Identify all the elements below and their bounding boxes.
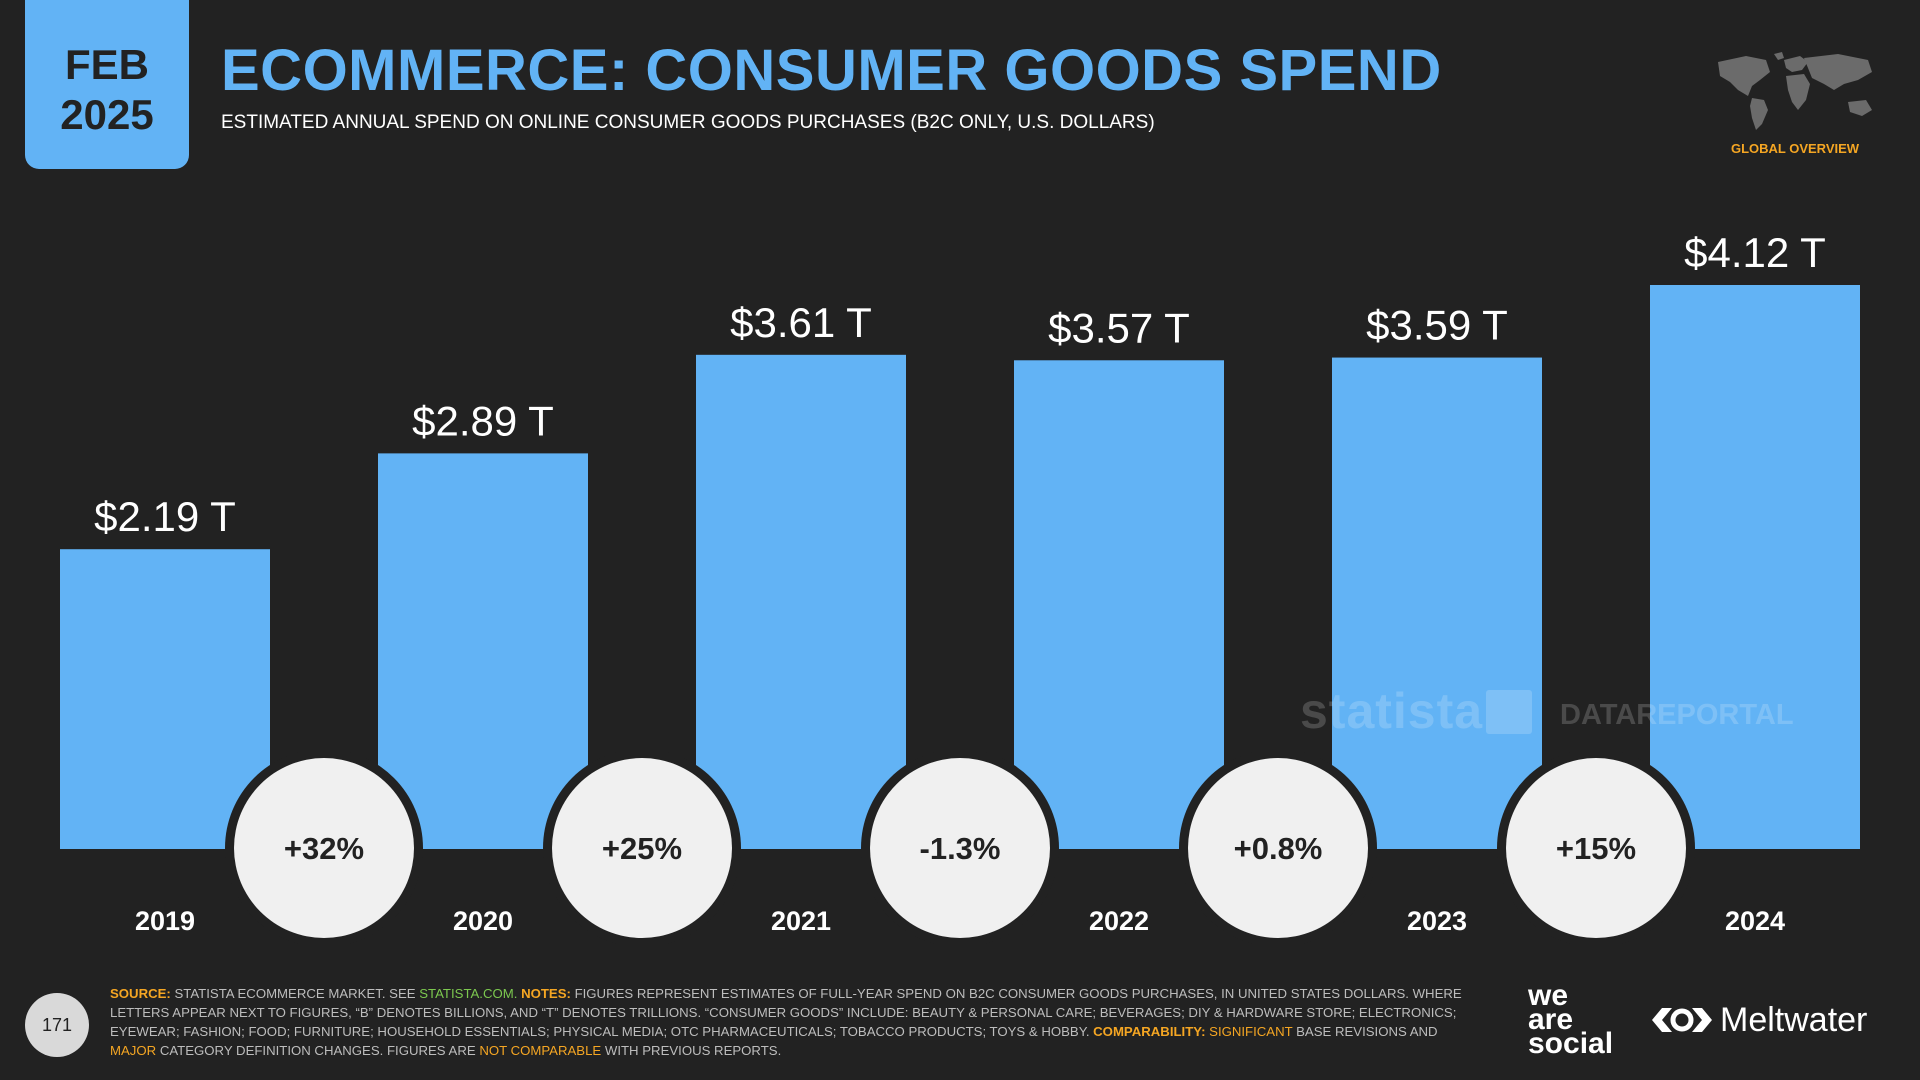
bar-value-label: $3.57 T	[1048, 304, 1190, 351]
bar-value-label: $2.19 T	[94, 493, 236, 540]
source-text: STATISTA ECOMMERCE MARKET. SEE	[174, 986, 416, 1001]
x-tick-label: 2019	[135, 906, 195, 936]
x-tick-label: 2021	[771, 906, 831, 936]
global-overview-label: GLOBAL OVERVIEW	[1730, 141, 1860, 156]
bar-2024	[1650, 285, 1860, 849]
change-bubble	[1506, 758, 1686, 938]
notes-text: FIGURES REPRESENT ESTIMATES OF FULL-YEAR…	[110, 986, 1462, 1039]
comparability-key: COMPARABILITY:	[1093, 1024, 1206, 1039]
statista-logo-icon	[1486, 690, 1532, 734]
meltwater-text: Meltwater	[1720, 1001, 1868, 1039]
x-tick-label: 2024	[1725, 906, 1785, 936]
source-key: SOURCE:	[110, 986, 171, 1001]
change-bubble	[1188, 758, 1368, 938]
bar-2021	[696, 354, 906, 849]
change-label: -1.3%	[920, 831, 1001, 866]
meltwater-logo: Meltwater	[1650, 1003, 1867, 1037]
bar-value-label: $2.89 T	[412, 397, 554, 444]
bar-chart: $2.19 T 2019 $2.89 T 2020 $3.61 T 2021 $3.57 T…	[60, 229, 1860, 938]
x-tick-label: 2020	[453, 906, 513, 936]
change-label: +25%	[602, 831, 682, 866]
brand-line-2: are	[1528, 1003, 1574, 1036]
bar-2023	[1332, 357, 1542, 849]
change-bubble	[234, 758, 414, 938]
notes-key: NOTES:	[521, 986, 571, 1001]
x-tick-label: 2022	[1089, 906, 1149, 936]
major-label: MAJOR	[110, 1043, 157, 1058]
page-title: ECOMMERCE: CONSUMER GOODS SPEND	[221, 38, 1442, 103]
not-comparable-label: NOT COMPARABLE	[479, 1043, 602, 1058]
we-are-social-logo: we are social	[1528, 979, 1648, 1060]
date-badge-month: FEB	[65, 41, 149, 88]
world-map-icon	[1718, 52, 1872, 130]
brand-line-3: social	[1528, 1027, 1614, 1060]
brand-line-1: we	[1528, 979, 1569, 1012]
bar-2019	[60, 549, 270, 849]
source-link[interactable]: STATISTA.COM.	[419, 986, 518, 1001]
page-subtitle: ESTIMATED ANNUAL SPEND ON ONLINE CONSUME…	[221, 112, 1155, 133]
date-badge-year: 2025	[60, 91, 154, 138]
comparability-text-1: BASE REVISIONS AND	[1296, 1024, 1438, 1039]
change-label: +15%	[1556, 831, 1636, 866]
change-bubble	[552, 758, 732, 938]
statista-watermark: statista	[1300, 683, 1484, 739]
footnote: SOURCE: STATISTA ECOMMERCE MARKET. SEE S…	[110, 984, 1470, 1060]
change-bubble	[870, 758, 1050, 938]
comparability-text-2: CATEGORY DEFINITION CHANGES. FIGURES ARE	[159, 1043, 476, 1058]
bar-value-label: $3.59 T	[1366, 302, 1508, 349]
datareportal-watermark: DATAREPORTAL	[1560, 699, 1794, 731]
change-label: +32%	[284, 831, 364, 866]
x-tick-label: 2023	[1407, 906, 1467, 936]
significant-label: SIGNIFICANT	[1209, 1024, 1293, 1039]
date-badge: FEB 2025	[25, 0, 189, 169]
bar-value-label: $4.12 T	[1684, 229, 1826, 276]
bar-2020	[378, 453, 588, 849]
comparability-text-3: WITH PREVIOUS REPORTS.	[604, 1043, 782, 1058]
change-label: +0.8%	[1234, 831, 1323, 866]
meltwater-icon	[1652, 1008, 1712, 1032]
bar-2022	[1014, 360, 1224, 849]
bar-value-label: $3.61 T	[730, 299, 872, 346]
page-number: 171	[25, 993, 89, 1057]
